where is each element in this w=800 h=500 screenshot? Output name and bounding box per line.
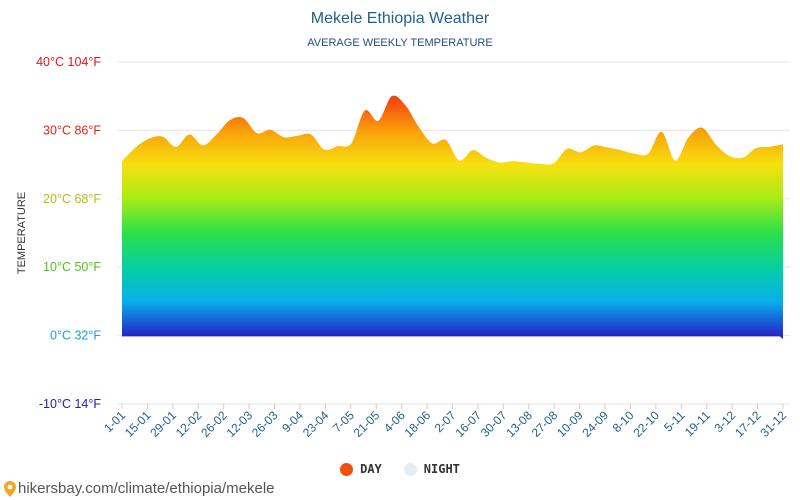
x-tick-label: 16-07 <box>452 408 484 440</box>
x-tick-label: 26-02 <box>198 408 230 440</box>
x-tick-label: 24-09 <box>580 408 612 440</box>
x-tick-label: 18-06 <box>402 408 434 440</box>
y-tick-label: 20°C 68°F <box>43 192 101 206</box>
legend-day-label: DAY <box>360 462 382 476</box>
plot-area <box>122 95 783 339</box>
x-tick-label: 19-11 <box>682 408 713 439</box>
x-tick-label: 26-03 <box>249 408 281 440</box>
x-tick-label: 12-02 <box>173 408 205 440</box>
y-tick-label: 10°C 50°F <box>43 260 101 274</box>
y-tick-label: 0°C 32°F <box>50 329 101 343</box>
map-pin-icon <box>4 480 16 497</box>
x-tick-label: 31-12 <box>758 408 790 440</box>
legend-item-day[interactable]: DAY <box>340 462 382 476</box>
legend-day-marker <box>340 462 354 476</box>
x-tick-label: 27-08 <box>529 408 561 440</box>
x-tick-label: 21-05 <box>351 408 383 440</box>
footer-text: hikersbay.com/climate/ethiopia/mekele <box>18 480 275 497</box>
x-tick-label: 30-07 <box>478 408 510 440</box>
y-tick-label: 40°C 104°F <box>36 55 101 69</box>
x-tick-label: 13-08 <box>503 408 535 440</box>
chart-subtitle: AVERAGE WEEKLY TEMPERATURE <box>307 37 492 49</box>
legend-item-night[interactable]: NIGHT <box>403 462 460 476</box>
x-tick-label: 15-01 <box>122 408 154 440</box>
footer-link[interactable]: hikersbay.com/climate/ethiopia/mekele <box>4 480 275 497</box>
x-tick-label: 17-12 <box>732 408 764 440</box>
legend: DAY NIGHT <box>0 462 800 476</box>
series-area-night <box>122 248 783 339</box>
x-tick-label: 23-04 <box>300 408 332 440</box>
x-tick-label: 10-09 <box>554 408 586 440</box>
chart-title: Mekele Ethiopia Weather <box>311 10 490 27</box>
y-axis-ticks: 40°C 104°F 30°C 86°F 20°C 68°F 10°C 50°F 0°C… <box>36 55 101 411</box>
series-area-day <box>122 95 783 336</box>
x-tick-label: 12-03 <box>224 408 256 440</box>
legend-night-marker <box>403 462 417 476</box>
x-tick-label: 29-01 <box>147 408 179 440</box>
y-axis-label: TEMPERATURE <box>16 192 28 274</box>
y-tick-label: -10°C 14°F <box>39 397 101 411</box>
y-tick-label: 30°C 86°F <box>43 123 101 137</box>
legend-night-label: NIGHT <box>423 462 460 476</box>
x-axis-ticks: 1-0115-0129-0112-0226-0212-0326-039-0423… <box>101 404 789 440</box>
x-tick-label: 22-10 <box>630 408 662 440</box>
